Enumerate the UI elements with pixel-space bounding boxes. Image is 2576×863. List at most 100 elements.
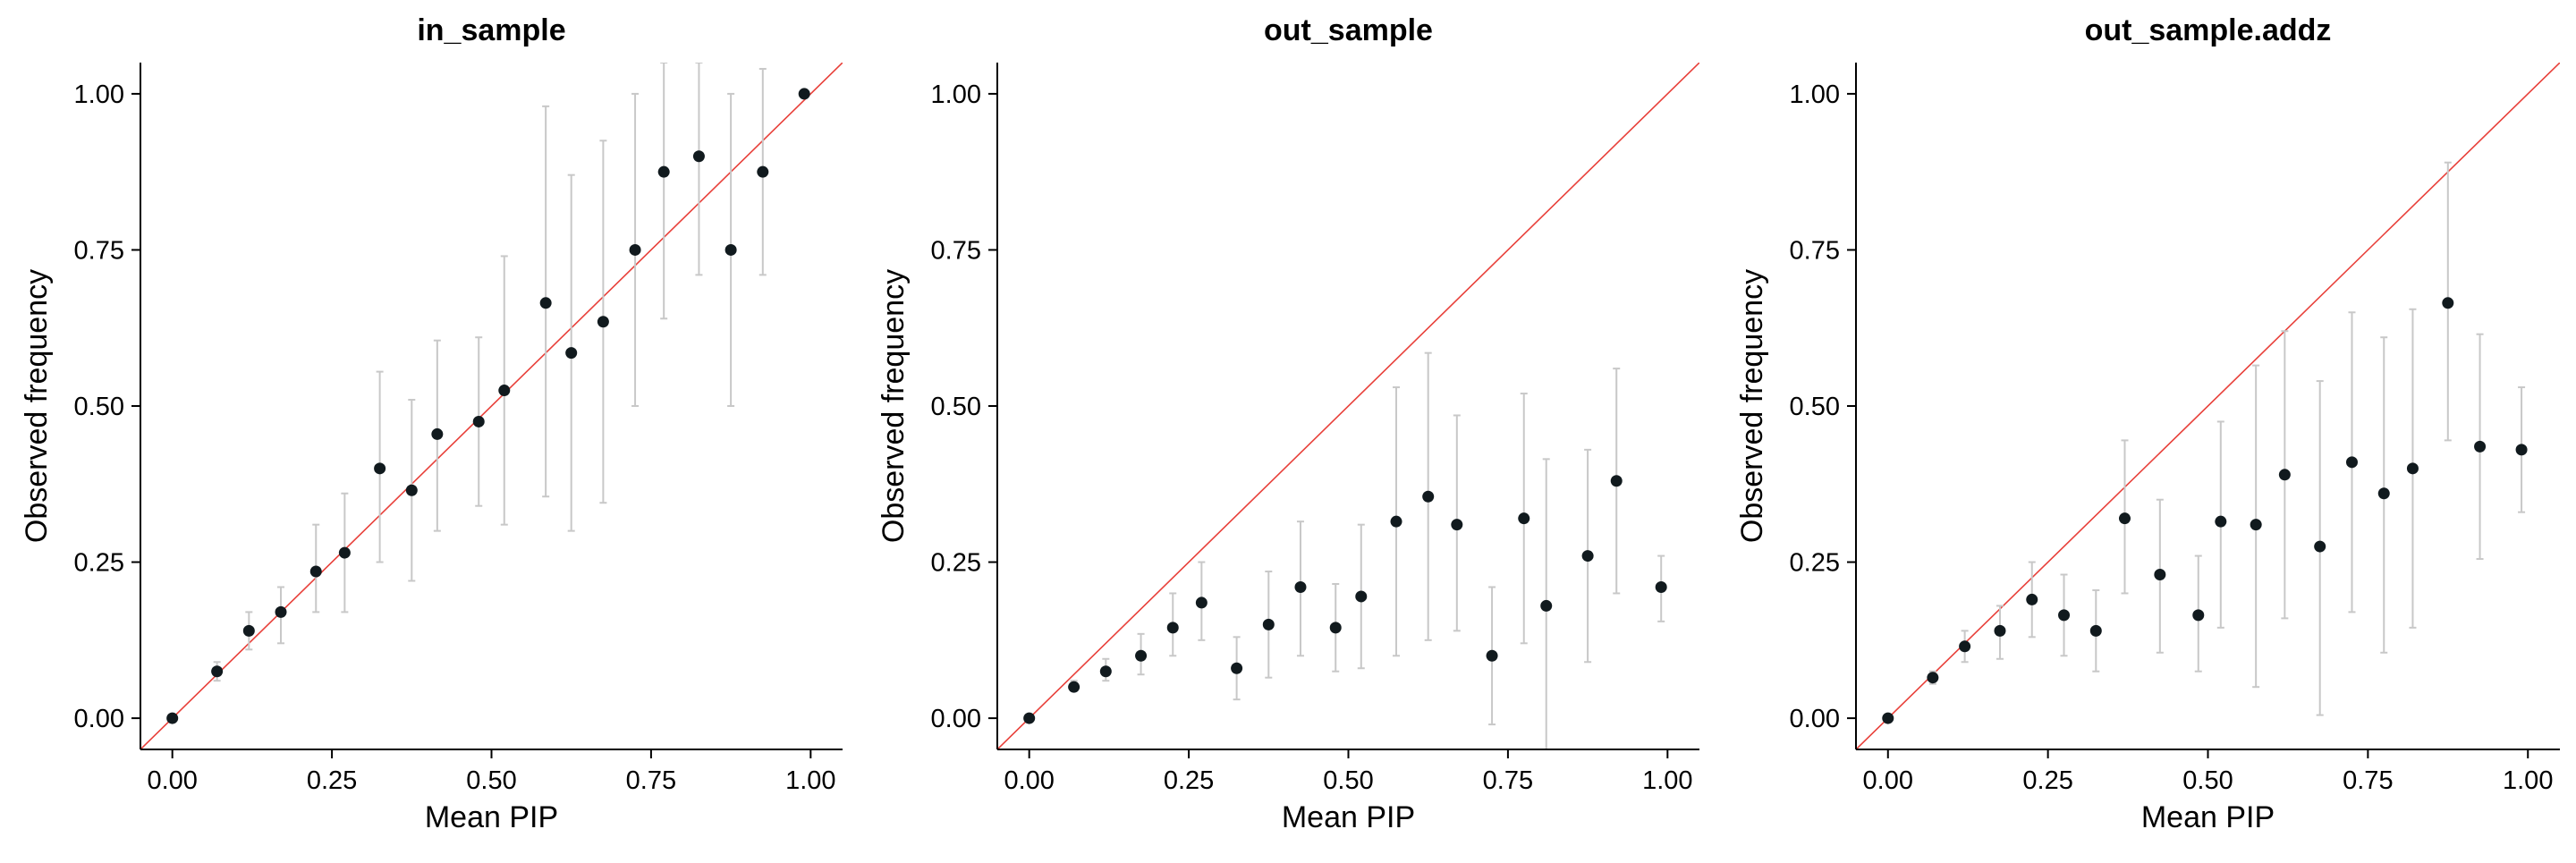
reference-line bbox=[997, 63, 1699, 749]
x-tick-label: 1.00 bbox=[2503, 766, 2553, 795]
data-point bbox=[1068, 681, 1080, 693]
data-point bbox=[1355, 590, 1368, 603]
data-point bbox=[629, 243, 641, 256]
chart-panel-3: out_sample.addz 0.00 0.25 0.50 0.75 1.00 0.00 0… bbox=[1735, 13, 2560, 834]
data-point bbox=[1581, 550, 1594, 563]
data-point bbox=[2442, 297, 2454, 309]
data-point bbox=[405, 484, 418, 496]
y-tick-label: 0.25 bbox=[1790, 549, 1840, 578]
data-point bbox=[597, 316, 609, 328]
data-point bbox=[724, 243, 737, 256]
y-tick-label: 0.75 bbox=[931, 236, 981, 265]
data-point bbox=[431, 427, 444, 440]
x-tick-label: 0.75 bbox=[626, 766, 676, 795]
data-point bbox=[2250, 519, 2262, 531]
data-point bbox=[798, 88, 810, 100]
x-tick-label: 0.50 bbox=[466, 766, 516, 795]
data-point bbox=[1518, 512, 1530, 525]
data-point bbox=[1451, 519, 1463, 531]
x-tick-label: 0.75 bbox=[1483, 766, 1533, 795]
y-tick-label: 0.50 bbox=[74, 393, 124, 421]
data-point bbox=[1262, 618, 1275, 630]
data-point bbox=[374, 462, 386, 475]
y-tick-label: 0.50 bbox=[931, 393, 981, 421]
data-point bbox=[2118, 512, 2131, 525]
data-point bbox=[565, 347, 578, 360]
data-point bbox=[539, 297, 552, 309]
x-tick-label: 1.00 bbox=[1642, 766, 1692, 795]
chart-title: out_sample.addz bbox=[2085, 13, 2332, 47]
chart-title: out_sample bbox=[1264, 13, 1433, 47]
chart-title: in_sample bbox=[417, 13, 565, 47]
data-point bbox=[2089, 624, 2102, 637]
data-point bbox=[211, 665, 224, 678]
data-point bbox=[2474, 440, 2487, 453]
y-tick-label: 0.75 bbox=[74, 236, 124, 265]
chart-panel-2: out_sample 0.00 0.25 0.50 0.75 1.00 0.00 0.25 0.… bbox=[877, 13, 1699, 834]
data-point bbox=[1610, 475, 1623, 487]
data-point bbox=[657, 165, 670, 178]
y-tick-label: 1.00 bbox=[1790, 80, 1840, 109]
data-point bbox=[2278, 469, 2291, 481]
y-tick-label: 0.75 bbox=[1790, 236, 1840, 265]
x-tick-label: 0.00 bbox=[147, 766, 197, 795]
data-point bbox=[2192, 609, 2205, 622]
x-tick-label: 0.00 bbox=[1004, 766, 1054, 795]
data-point bbox=[1135, 649, 1148, 662]
data-point bbox=[472, 415, 485, 427]
data-point bbox=[1294, 580, 1307, 593]
x-tick-label: 0.25 bbox=[307, 766, 357, 795]
data-point bbox=[1882, 712, 1894, 724]
reference-line bbox=[1856, 63, 2560, 749]
data-point bbox=[242, 624, 255, 637]
x-tick-label: 0.50 bbox=[1323, 766, 1373, 795]
y-tick-label: 0.50 bbox=[1790, 393, 1840, 421]
data-point bbox=[2515, 444, 2528, 456]
reference-line bbox=[140, 63, 843, 749]
data-point bbox=[1959, 640, 1971, 653]
data-point bbox=[1099, 665, 1112, 678]
y-axis-label: Observed frequency bbox=[20, 269, 54, 543]
data-point bbox=[275, 605, 287, 618]
y-axis-label: Observed frequency bbox=[877, 269, 911, 543]
data-point bbox=[166, 712, 179, 724]
y-tick-label: 0.25 bbox=[931, 549, 981, 578]
data-point bbox=[692, 150, 705, 163]
data-point bbox=[2058, 609, 2071, 622]
x-tick-label: 0.75 bbox=[2343, 766, 2393, 795]
data-point bbox=[1422, 490, 1435, 503]
x-axis-label: Mean PIP bbox=[2141, 800, 2275, 834]
data-point bbox=[1023, 712, 1036, 724]
data-point bbox=[1486, 649, 1498, 662]
data-point bbox=[1994, 624, 2006, 637]
data-point bbox=[2314, 540, 2326, 553]
y-axis-label: Observed frequency bbox=[1735, 269, 1769, 543]
y-tick-label: 0.00 bbox=[931, 705, 981, 733]
data-point bbox=[1390, 515, 1402, 528]
x-axis-label: Mean PIP bbox=[425, 800, 558, 834]
data-point bbox=[1540, 599, 1553, 612]
x-tick-label: 0.25 bbox=[1164, 766, 1214, 795]
data-point bbox=[2377, 487, 2390, 500]
x-tick-label: 0.50 bbox=[2182, 766, 2233, 795]
x-axis-label: Mean PIP bbox=[1282, 800, 1415, 834]
data-point bbox=[338, 546, 351, 559]
data-point bbox=[1927, 672, 1939, 684]
data-point bbox=[1166, 622, 1179, 634]
y-tick-label: 0.00 bbox=[1790, 705, 1840, 733]
x-tick-label: 0.00 bbox=[1863, 766, 1913, 795]
data-point bbox=[1329, 622, 1342, 634]
data-point bbox=[2215, 515, 2227, 528]
data-point bbox=[1195, 596, 1208, 609]
y-tick-label: 1.00 bbox=[74, 80, 124, 109]
x-tick-label: 0.25 bbox=[2022, 766, 2072, 795]
chart-panel-1: in_sample 0.00 0.25 0.50 0.75 1.00 0.00 0.25 0.5… bbox=[20, 13, 843, 834]
y-tick-label: 0.25 bbox=[74, 549, 124, 578]
error-bar bbox=[695, 63, 703, 276]
y-tick-label: 0.00 bbox=[74, 705, 124, 733]
data-point bbox=[1231, 662, 1243, 674]
error-bar bbox=[660, 63, 668, 320]
data-point bbox=[498, 385, 511, 397]
